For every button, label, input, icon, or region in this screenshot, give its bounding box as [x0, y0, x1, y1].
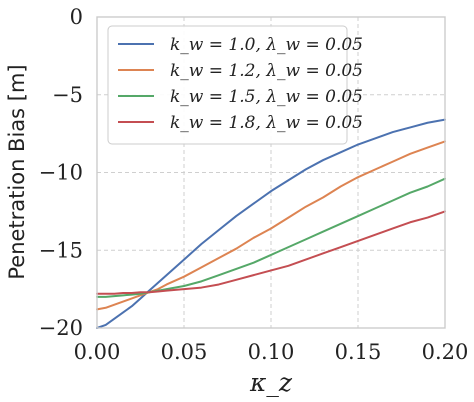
- y-axis-label: Penetration Bias [m]: [5, 64, 29, 279]
- legend-box: [107, 25, 348, 145]
- series-line-3: [96, 177, 446, 298]
- legend-item-3: k_w = 1.5, λ_w = 0.05: [118, 87, 363, 107]
- legend-label: k_w = 1.5, λ_w = 0.05: [170, 87, 363, 107]
- y-tick-label: −15: [39, 238, 83, 262]
- y-tick-label: 0: [70, 5, 83, 29]
- series-lines: [96, 118, 446, 329]
- x-tick-label: 0.00: [74, 340, 121, 364]
- legend-item-2: k_w = 1.2, λ_w = 0.05: [118, 61, 363, 81]
- x-tick-label: 0.05: [161, 340, 208, 364]
- x-axis-label: κ_z: [249, 368, 293, 397]
- legend: k_w = 1.0, λ_w = 0.05 k_w = 1.2, λ_w = 0.…: [107, 25, 363, 145]
- series-line-1: [96, 118, 446, 329]
- x-tick-label: 0.10: [248, 340, 295, 364]
- x-tick-labels: 0.00 0.05 0.10 0.15 0.20: [74, 340, 469, 364]
- y-tick-labels: 0 −5 −10 −15 −20: [39, 5, 83, 340]
- legend-label: k_w = 1.2, λ_w = 0.05: [170, 61, 363, 81]
- plot-frame: [96, 16, 446, 329]
- y-tick-label: −20: [39, 316, 83, 340]
- x-tick-label: 0.15: [335, 340, 382, 364]
- legend-item-1: k_w = 1.0, λ_w = 0.05: [118, 35, 363, 55]
- x-tick-label: 0.20: [422, 340, 469, 364]
- legend-item-4: k_w = 1.8, λ_w = 0.05: [118, 113, 363, 133]
- series-line-2: [96, 140, 446, 311]
- legend-label: k_w = 1.0, λ_w = 0.05: [170, 35, 363, 55]
- legend-label: k_w = 1.8, λ_w = 0.05: [170, 113, 363, 133]
- y-tick-label: −5: [52, 83, 83, 107]
- series-line-4: [96, 210, 446, 295]
- y-tick-label: −10: [39, 161, 83, 185]
